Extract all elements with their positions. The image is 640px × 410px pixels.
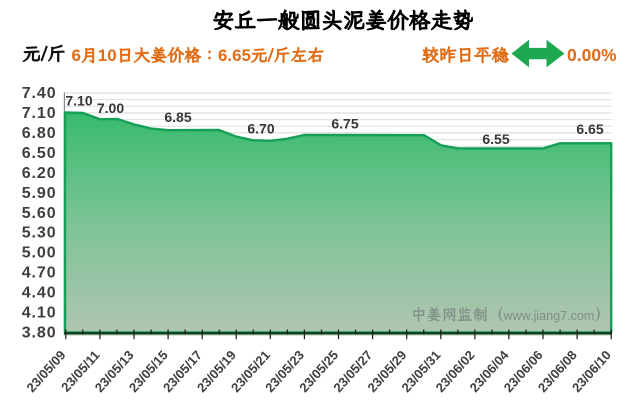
svg-text:5.60: 5.60 (22, 205, 57, 222)
svg-text:6.75: 6.75 (331, 116, 358, 132)
svg-text:www.jiang7.com: www.jiang7.com (502, 309, 594, 323)
svg-text:0.00%: 0.00% (567, 45, 617, 65)
svg-text:6.50: 6.50 (22, 145, 57, 162)
svg-text:4.70: 4.70 (22, 265, 57, 282)
svg-text:4.40: 4.40 (22, 285, 57, 302)
svg-text:6.85: 6.85 (164, 109, 191, 125)
svg-text:4.10: 4.10 (22, 305, 57, 322)
svg-text:6: 6 (72, 46, 81, 65)
svg-text:6.55: 6.55 (482, 131, 509, 147)
svg-text:3.80: 3.80 (22, 325, 57, 342)
svg-text:6.20: 6.20 (22, 165, 57, 182)
svg-text:7.00: 7.00 (97, 100, 124, 116)
svg-text:7.40: 7.40 (22, 85, 57, 102)
svg-text:10: 10 (98, 46, 117, 65)
svg-text:6.70: 6.70 (247, 120, 274, 136)
svg-text:5.90: 5.90 (22, 185, 57, 202)
svg-text:5.30: 5.30 (22, 225, 57, 242)
svg-text:6.65: 6.65 (576, 121, 603, 137)
svg-text:5.00: 5.00 (22, 245, 57, 262)
svg-text:6.65: 6.65 (218, 46, 251, 65)
svg-text:7.10: 7.10 (65, 92, 92, 108)
svg-text:6.80: 6.80 (22, 125, 57, 142)
svg-text:7.10: 7.10 (22, 105, 57, 122)
